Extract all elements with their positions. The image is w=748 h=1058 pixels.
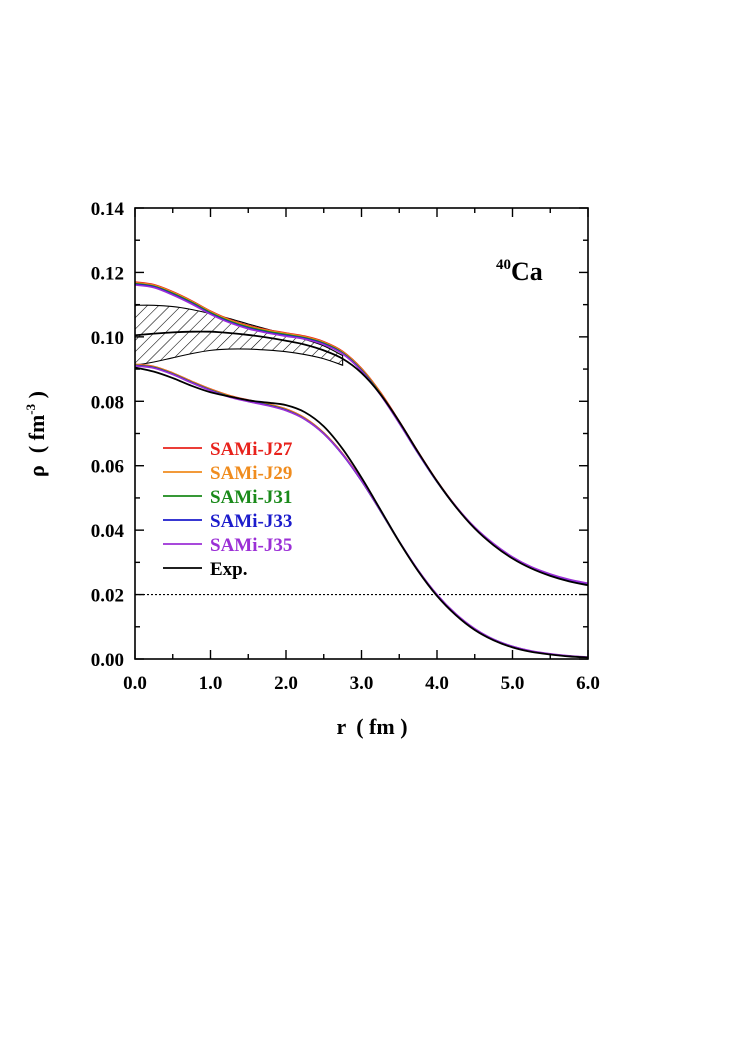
legend: SAMi-J27 SAMi-J29 SAMi-J31 SAMi-J33 SAMi-J35… bbox=[163, 439, 293, 580]
legend-label: SAMi-J35 bbox=[210, 535, 292, 556]
series-line-group-1 bbox=[135, 363, 588, 659]
y-tick-label: 0.08 bbox=[91, 392, 124, 413]
series-line-group-1 bbox=[135, 363, 588, 659]
y-axis-unit-close: ) bbox=[24, 391, 49, 404]
x-tick-label: 5.0 bbox=[501, 673, 525, 694]
x-axis-label: r ( fm ) bbox=[336, 714, 407, 739]
y-tick-label: 0.04 bbox=[91, 521, 125, 542]
x-axis-unit: ( fm ) bbox=[356, 714, 407, 739]
y-tick-label: 0.14 bbox=[91, 199, 125, 220]
y-axis-unit-exp: -3 bbox=[23, 403, 38, 414]
x-axis-symbol: r bbox=[336, 714, 346, 739]
x-tick-label: 1.0 bbox=[199, 673, 223, 694]
y-tick-label: 0.10 bbox=[91, 328, 124, 349]
x-tick-label: 3.0 bbox=[350, 673, 374, 694]
y-tick-label: 0.00 bbox=[91, 650, 124, 671]
axis-ticks bbox=[134, 207, 589, 660]
x-tick-label: 0.0 bbox=[123, 673, 147, 694]
legend-label: SAMi-J31 bbox=[210, 487, 292, 508]
series-line-group-0 bbox=[135, 330, 588, 587]
series-line-group-1 bbox=[135, 366, 588, 659]
legend-label: SAMi-J33 bbox=[210, 511, 292, 532]
legend-label: SAMi-J27 bbox=[210, 439, 293, 460]
legend-label: SAMi-J29 bbox=[210, 463, 292, 484]
x-tick-label: 4.0 bbox=[425, 673, 449, 694]
y-axis-symbol: ρ bbox=[24, 465, 49, 477]
series-line-group-1 bbox=[135, 365, 588, 658]
y-axis-unit-open: ( fm bbox=[24, 415, 49, 453]
y-tick-label: 0.06 bbox=[91, 457, 124, 478]
y-tick-label: 0.12 bbox=[91, 263, 124, 284]
y-axis-label: ρ ( fm-3 ) bbox=[23, 391, 49, 477]
series-line-group-0 bbox=[135, 284, 588, 585]
nucleus-annotation: 40Ca bbox=[496, 257, 543, 286]
nucleus-element: Ca bbox=[511, 257, 543, 286]
nucleus-mass-number: 40 bbox=[496, 257, 511, 273]
series-line-group-1 bbox=[135, 364, 588, 659]
x-tick-label: 2.0 bbox=[274, 673, 298, 694]
uncertainty-band bbox=[135, 304, 344, 366]
uncertainty-band-layer bbox=[135, 304, 344, 366]
x-tick-label: 6.0 bbox=[576, 673, 600, 694]
axis-tick-labels: 0.0 1.0 2.0 3.0 4.0 5.0 6.0 0.00 0.02 0.04 0.06 0.0… bbox=[91, 199, 600, 694]
series-layer bbox=[135, 281, 588, 659]
y-tick-label: 0.02 bbox=[91, 586, 124, 607]
series-line-group-1 bbox=[135, 364, 588, 659]
legend-label: Exp. bbox=[210, 559, 248, 580]
